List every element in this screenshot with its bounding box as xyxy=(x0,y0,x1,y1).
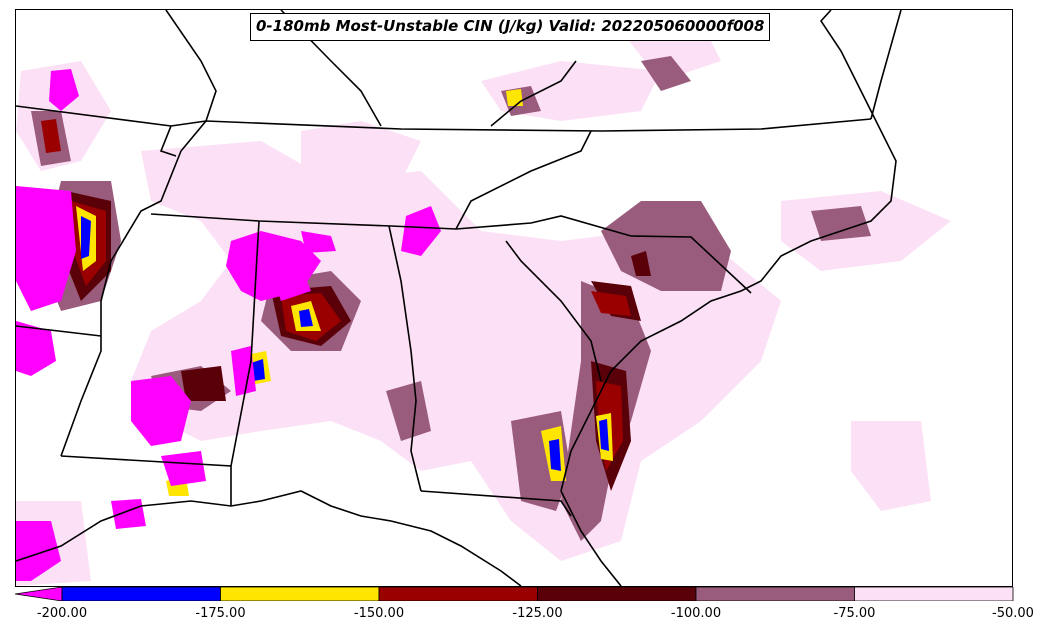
cin-field-magenta xyxy=(16,69,441,581)
colorbar-tick-label: -150.00 xyxy=(353,606,405,621)
colorbar-tick-label: -125.00 xyxy=(512,606,563,621)
colorbar-tick-label: -175.00 xyxy=(195,606,246,621)
map-title: 0-180mb Most-Unstable CIN (J/kg) Valid: … xyxy=(250,13,771,41)
colorbar-tick-label: -75.00 xyxy=(833,606,876,621)
cin-map xyxy=(16,10,951,586)
colorbar-bin xyxy=(695,587,855,601)
colorbar xyxy=(15,587,1014,601)
colorbar-bin xyxy=(378,587,538,601)
colorbar-tick-label: -200.00 xyxy=(36,606,88,621)
map-frame xyxy=(15,9,1013,587)
colorbar-bin xyxy=(854,587,1014,601)
cin-field-light xyxy=(16,21,951,586)
colorbar-bin xyxy=(537,587,697,601)
colorbar-extend-low xyxy=(15,587,63,601)
cin-field-blue xyxy=(31,216,609,471)
state-boundaries xyxy=(16,10,902,586)
colorbar-tick-label: -50.00 xyxy=(992,606,1034,621)
colorbar-bin xyxy=(61,587,221,601)
colorbar-tick-label: -100.00 xyxy=(670,606,722,621)
colorbar-bin xyxy=(220,587,380,601)
